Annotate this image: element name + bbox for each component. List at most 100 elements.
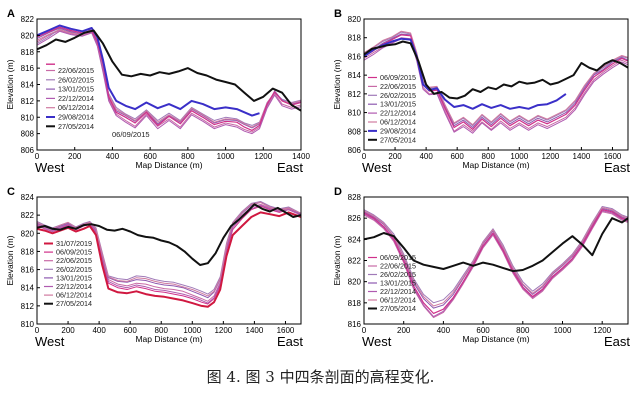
series-line-22-06-2015 — [37, 30, 301, 133]
y-tick-label: 816 — [21, 266, 35, 275]
y-tick-label: 818 — [21, 247, 35, 256]
x-axis-label: Map Distance (m) — [462, 160, 529, 170]
x-tick-label: 400 — [437, 326, 451, 335]
x-tick-label: 200 — [68, 152, 82, 161]
west-label: West — [362, 334, 392, 349]
panel-a: 0 200 400 600 800 1000 1200 1400 806 808 810 812 814… — [5, 8, 310, 175]
y-tick-label: 812 — [348, 90, 362, 99]
legend-entry: 27/05/2014 — [380, 135, 416, 144]
legend: 06/09/201522/06/201526/02/201513/01/2015… — [368, 73, 416, 144]
legend-entry: 29/08/2014 — [58, 113, 94, 122]
legend-entry: 06/09/2015 — [56, 248, 92, 257]
x-tick-label: 800 — [482, 152, 496, 161]
y-axis-label: Elevation (m) — [5, 59, 15, 109]
panel-b: 0 200 400 600 800 1000 1200 1400 1600 806 808 810 81… — [332, 8, 630, 175]
legend-entry: 26/02/2015 — [380, 270, 416, 279]
x-tick-label: 200 — [397, 326, 411, 335]
y-tick-label: 816 — [21, 64, 35, 73]
y-tick-label: 822 — [21, 211, 35, 220]
x-tick-label: 1000 — [217, 152, 235, 161]
y-tick-label: 818 — [348, 299, 362, 308]
y-tick-label: 814 — [348, 71, 362, 80]
y-tick-label: 806 — [21, 146, 35, 155]
east-label: East — [277, 160, 303, 175]
y-tick-label: 822 — [348, 257, 362, 266]
x-tick-label: 1200 — [541, 152, 559, 161]
legend-entry: 06/12/2014 — [380, 118, 416, 127]
series-line-27-05-2014 — [364, 217, 628, 273]
y-tick-label: 822 — [21, 15, 35, 24]
y-tick-label: 820 — [348, 278, 362, 287]
series-line-06-12-2014 — [364, 207, 628, 307]
series-line-29-08-2014 — [364, 37, 567, 110]
legend-entry: 06/12/2014 — [56, 291, 92, 300]
x-tick-label: 800 — [155, 326, 169, 335]
legend-entry: 06/09/2015 — [380, 253, 416, 262]
legend: 06/09/201522/06/201526/02/201513/01/2015… — [368, 253, 416, 313]
legend-entry: 13/01/2015 — [56, 273, 92, 282]
legend-entry: 27/05/2014 — [380, 304, 416, 313]
series-line-27-05-2014 — [37, 29, 301, 112]
legend: 31/07/201906/09/201522/06/201526/02/2015… — [44, 239, 92, 308]
x-tick-label: 0 — [35, 152, 40, 161]
series-line-27-05-2014 — [37, 203, 301, 266]
y-tick-label: 824 — [348, 235, 362, 244]
x-tick-label: 1600 — [277, 326, 295, 335]
series-line-13-01-2015 — [364, 33, 628, 128]
legend-entry: 22/12/2014 — [58, 94, 94, 103]
x-tick-label: 1200 — [214, 326, 232, 335]
x-tick-label: 1400 — [246, 326, 264, 335]
panel-label: D — [334, 186, 342, 198]
legend-entry: 26/02/2015 — [56, 265, 92, 274]
y-tick-label: 812 — [21, 97, 35, 106]
panel-label: C — [7, 186, 15, 198]
x-tick-label: 0 — [362, 152, 367, 161]
legend-entry: 06/09/2015 — [380, 73, 416, 82]
x-tick-label: 1400 — [292, 152, 310, 161]
east-label: East — [604, 334, 630, 349]
plot-frame — [363, 18, 629, 151]
legend-entry: 27/05/2014 — [58, 122, 94, 131]
y-tick-label: 810 — [21, 320, 35, 329]
x-tick-label: 1600 — [604, 152, 622, 161]
x-tick-label: 200 — [61, 326, 75, 335]
x-tick-label: 400 — [419, 152, 433, 161]
legend-entry: 29/08/2014 — [380, 126, 416, 135]
series-line-27-05-2014 — [364, 40, 628, 100]
y-axis-label: Elevation (m) — [332, 235, 342, 285]
x-tick-label: 1000 — [510, 152, 528, 161]
y-tick-label: 820 — [21, 229, 35, 238]
series-line-22-12-2014 — [37, 30, 301, 135]
west-label: West — [362, 160, 392, 175]
x-tick-label: 1400 — [573, 152, 591, 161]
x-tick-label: 800 — [181, 152, 195, 161]
legend-entry: 31/07/2019 — [56, 239, 92, 248]
east-label: East — [604, 160, 630, 175]
east-label: East — [277, 334, 303, 349]
west-label: West — [35, 160, 65, 175]
y-tick-label: 820 — [348, 15, 362, 24]
series-line-06-09-2015 — [364, 209, 628, 314]
y-tick-label: 824 — [21, 193, 35, 202]
series-line-26-02-2015 — [37, 201, 301, 295]
x-tick-label: 400 — [106, 152, 120, 161]
x-tick-label: 1200 — [254, 152, 272, 161]
figure-caption: 图 4. 图 3 中四条剖面的高程变化. — [206, 368, 435, 386]
x-tick-label: 0 — [362, 326, 367, 335]
y-tick-label: 810 — [21, 113, 35, 122]
series-line-31-07-2019 — [37, 211, 301, 308]
legend-entry: 13/01/2015 — [380, 279, 416, 288]
x-tick-label: 600 — [123, 326, 137, 335]
panel-label: B — [334, 8, 342, 20]
panel-d: 0 200 400 600 800 1000 1200 816 818 820 822 824 826 8… — [332, 186, 630, 349]
y-tick-label: 808 — [348, 127, 362, 136]
x-axis-label: Map Distance (m) — [135, 160, 202, 170]
y-tick-label: 814 — [21, 284, 35, 293]
x-tick-label: 1000 — [183, 326, 201, 335]
panel-c: 0 200 400 600 800 1000 1200 1400 1600 810 812 814 81… — [5, 186, 303, 349]
legend-entry: 22/06/2015 — [58, 66, 94, 75]
legend-entry: 22/06/2015 — [380, 262, 416, 271]
y-tick-label: 808 — [21, 130, 35, 139]
legend-entry: 06/12/2014 — [58, 103, 94, 112]
